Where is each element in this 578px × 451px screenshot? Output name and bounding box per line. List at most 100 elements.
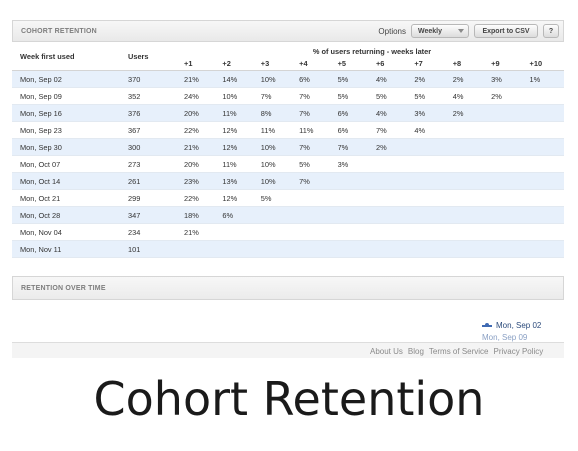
retention-pct-cell: 4% bbox=[410, 121, 449, 139]
col-users: Users bbox=[124, 42, 180, 71]
retention-pct-cell: 7% bbox=[256, 87, 296, 105]
week-offset-header: +10 bbox=[525, 56, 564, 71]
footer-link[interactable]: Blog bbox=[407, 347, 424, 356]
cohort-week-cell: Mon, Oct 21 bbox=[12, 189, 124, 207]
retention-pct-cell: 10% bbox=[218, 87, 257, 105]
retention-pct-cell bbox=[410, 172, 449, 190]
retention-pct-cell: 5% bbox=[410, 87, 449, 105]
retention-pct-cell: 23% bbox=[180, 172, 219, 190]
footer-link[interactable]: Privacy Policy bbox=[493, 347, 544, 356]
cohort-week-cell: Mon, Nov 11 bbox=[12, 240, 124, 258]
retention-pct-cell bbox=[448, 172, 488, 190]
footer-link[interactable]: Terms of Service bbox=[428, 347, 489, 356]
retention-pct-cell: 21% bbox=[180, 223, 219, 241]
retention-pct-cell: 21% bbox=[180, 138, 219, 156]
retention-pct-cell bbox=[525, 87, 564, 105]
retention-pct-cell bbox=[525, 189, 564, 207]
period-select[interactable]: Weekly bbox=[411, 24, 469, 38]
retention-pct-cell: 10% bbox=[256, 172, 296, 190]
retention-pct-cell bbox=[371, 155, 411, 173]
retention-pct-cell bbox=[448, 189, 488, 207]
legend-item-sep-09: Mon, Sep 09 bbox=[482, 333, 528, 342]
page-footer: About Us Blog Terms of Service Privacy Poli… bbox=[12, 342, 564, 358]
panel-title: COHORT RETENTION bbox=[21, 27, 97, 35]
retention-pct-cell: 2% bbox=[371, 138, 411, 156]
week-offset-header: +6 bbox=[371, 56, 411, 71]
retention-pct-cell bbox=[333, 172, 372, 190]
help-button[interactable]: ? bbox=[543, 24, 559, 38]
retention-pct-cell: 2% bbox=[448, 104, 488, 122]
retention-pct-cell bbox=[295, 223, 334, 241]
retention-pct-cell bbox=[333, 189, 372, 207]
footer-link[interactable]: About Us bbox=[370, 347, 403, 356]
retention-pct-cell bbox=[487, 240, 526, 258]
retention-pct-cell bbox=[218, 223, 257, 241]
retention-over-time-header: RETENTION OVER TIME bbox=[12, 276, 564, 300]
retention-pct-cell bbox=[448, 206, 488, 224]
table-row: Mon, Sep 30 300 21% 12% 10% 7% 7% 2% bbox=[12, 138, 564, 156]
cohort-table: Week first used Users % of users returni… bbox=[12, 42, 564, 258]
retention-pct-cell bbox=[487, 223, 526, 241]
table-row: Mon, Sep 16 376 20% 11% 8% 7% 6% 4% 3% 2% bbox=[12, 104, 564, 122]
table-header-row: Week first used Users % of users returni… bbox=[12, 42, 564, 71]
retention-pct-cell: 21% bbox=[180, 70, 219, 88]
retention-pct-cell: 2% bbox=[448, 70, 488, 88]
cohort-week-cell: Mon, Oct 14 bbox=[12, 172, 124, 190]
retention-pct-cell: 14% bbox=[218, 70, 257, 88]
retention-pct-cell: 2% bbox=[410, 70, 449, 88]
retention-pct-cell: 4% bbox=[448, 87, 488, 105]
retention-pct-cell bbox=[525, 104, 564, 122]
retention-pct-cell: 22% bbox=[180, 121, 219, 139]
cohort-users-cell: 347 bbox=[124, 206, 180, 224]
retention-pct-cell: 2% bbox=[487, 87, 526, 105]
slide-caption: Cohort Retention bbox=[93, 372, 485, 426]
cohort-users-cell: 299 bbox=[124, 189, 180, 207]
retention-pct-cell: 5% bbox=[333, 70, 372, 88]
retention-pct-cell bbox=[371, 172, 411, 190]
table-row: Mon, Oct 28 347 18% 6% bbox=[12, 206, 564, 224]
retention-pct-cell: 3% bbox=[333, 155, 372, 173]
cohort-users-cell: 273 bbox=[124, 155, 180, 173]
retention-pct-cell bbox=[487, 138, 526, 156]
retention-pct-cell: 12% bbox=[218, 121, 257, 139]
retention-pct-cell: 6% bbox=[218, 206, 257, 224]
legend-item-sep-02: Mon, Sep 02 bbox=[496, 321, 542, 330]
table-row: Mon, Oct 21 299 22% 12% 5% bbox=[12, 189, 564, 207]
week-offset-header: +5 bbox=[333, 56, 372, 71]
export-csv-button[interactable]: Export to CSV bbox=[474, 24, 538, 38]
table-row: Mon, Sep 23 367 22% 12% 11% 11% 6% 7% 4% bbox=[12, 121, 564, 139]
week-offset-header-row: +1 +2 +3 +4 +5 +6 +7 +8 +9 +10 bbox=[12, 56, 564, 71]
retention-pct-cell bbox=[256, 223, 296, 241]
retention-pct-cell bbox=[295, 206, 334, 224]
retention-pct-cell: 5% bbox=[256, 189, 296, 207]
retention-pct-cell bbox=[487, 104, 526, 122]
retention-pct-cell bbox=[410, 155, 449, 173]
week-offset-header: +3 bbox=[256, 56, 296, 71]
retention-pct-cell: 3% bbox=[410, 104, 449, 122]
cohort-users-cell: 370 bbox=[124, 70, 180, 88]
retention-pct-cell bbox=[371, 240, 411, 258]
footer-links: About Us Blog Terms of Service Privacy Poli… bbox=[370, 347, 543, 356]
retention-pct-cell bbox=[256, 206, 296, 224]
series-line-icon bbox=[482, 322, 492, 327]
retention-pct-cell: 24% bbox=[180, 87, 219, 105]
cohort-users-cell: 376 bbox=[124, 104, 180, 122]
retention-pct-cell: 11% bbox=[218, 104, 257, 122]
retention-pct-cell: 10% bbox=[256, 138, 296, 156]
retention-pct-cell: 7% bbox=[295, 172, 334, 190]
cohort-week-cell: Mon, Nov 04 bbox=[12, 223, 124, 241]
retention-pct-cell bbox=[448, 155, 488, 173]
retention-pct-cell: 7% bbox=[295, 138, 334, 156]
retention-pct-cell bbox=[525, 240, 564, 258]
retention-pct-cell: 7% bbox=[295, 87, 334, 105]
chart-legend[interactable]: Mon, Sep 02 bbox=[482, 321, 541, 330]
screenshot-frame: COHORT RETENTION Options Weekly Export t… bbox=[12, 20, 564, 358]
retention-pct-cell bbox=[448, 121, 488, 139]
cohort-week-cell: Mon, Oct 07 bbox=[12, 155, 124, 173]
cohort-week-cell: Mon, Oct 28 bbox=[12, 206, 124, 224]
cohort-table-body: Mon, Sep 02 370 21% 14% 10% 6% 5% 4% 2% 2% 3% 1% Mon… bbox=[12, 70, 564, 258]
retention-pct-cell: 11% bbox=[256, 121, 296, 139]
retention-pct-cell: 11% bbox=[218, 155, 257, 173]
retention-pct-cell bbox=[333, 240, 372, 258]
week-offset-header: +7 bbox=[410, 56, 449, 71]
